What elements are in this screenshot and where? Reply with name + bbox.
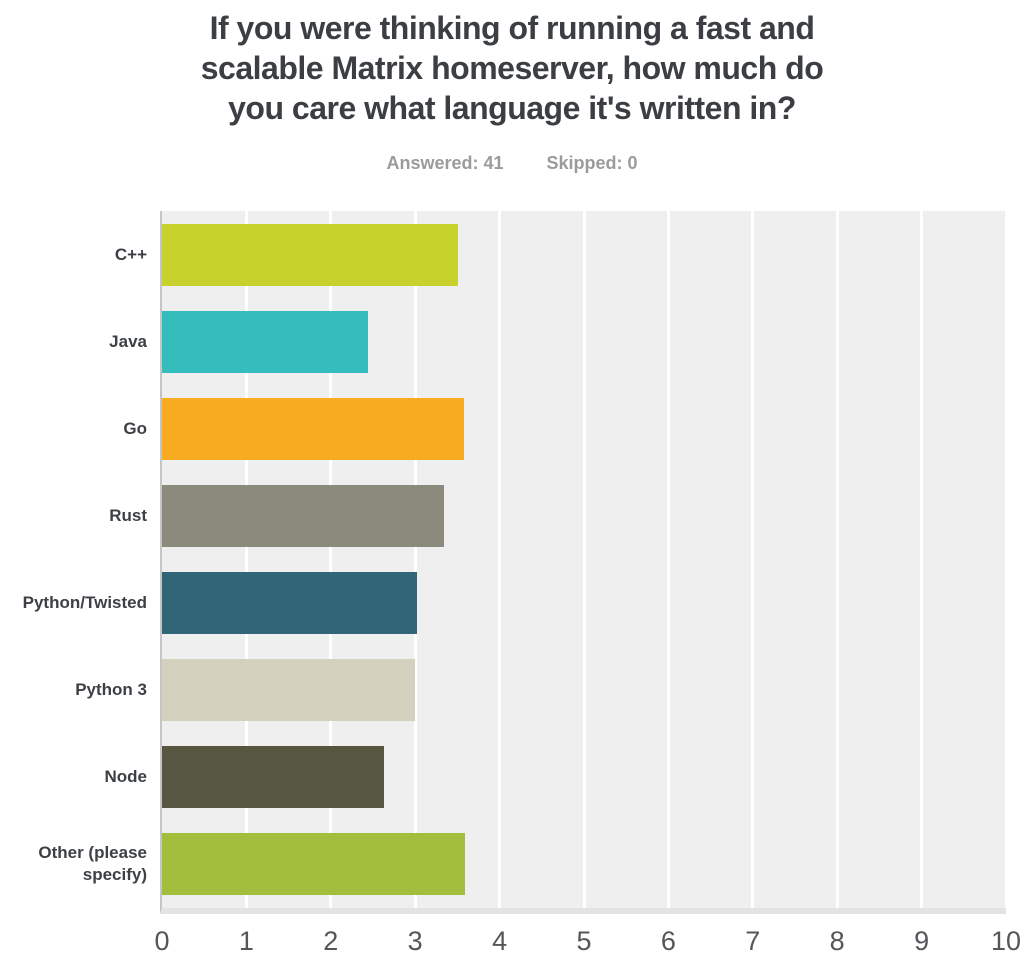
gridline-10 xyxy=(1004,211,1008,908)
x-tick-label: 4 xyxy=(492,926,508,956)
bar-track xyxy=(162,223,1006,286)
category-label: Python 3 xyxy=(75,680,147,700)
bar xyxy=(162,833,465,896)
bar xyxy=(162,310,368,373)
x-tick-label: 2 xyxy=(323,926,339,956)
bar-row: Rust xyxy=(0,472,1024,559)
x-tick-label: 10 xyxy=(990,926,1022,956)
category-label: Node xyxy=(104,767,148,787)
gridline-9 xyxy=(920,211,924,908)
chart-title-line-3: you care what language it's written in? xyxy=(228,90,796,126)
bar-track xyxy=(162,572,1006,635)
bar xyxy=(162,397,465,460)
answered-count: Answered: 41 xyxy=(386,153,504,173)
x-tick-label: 3 xyxy=(407,926,423,956)
bar-row: Java xyxy=(0,298,1024,385)
bar xyxy=(162,746,384,809)
bar-row: Go xyxy=(0,385,1024,472)
category-label: C++ xyxy=(114,244,147,264)
bar-track xyxy=(162,397,1006,460)
bar-track xyxy=(162,659,1006,722)
bar-row: C++ xyxy=(0,211,1024,298)
bar-track xyxy=(162,746,1006,809)
x-tick-label: 0 xyxy=(154,926,170,956)
bar xyxy=(162,484,444,547)
x-axis: 0 1 2 3 4 5 6 7 8 9 10 xyxy=(154,914,1021,964)
bar-track xyxy=(162,310,1006,373)
chart-title-line-1: If you were thinking of running a fast a… xyxy=(209,10,815,46)
category-label: Python/Twisted xyxy=(22,593,147,613)
bar-row: Other (please specify) xyxy=(0,821,1024,908)
x-tick-label: 9 xyxy=(914,926,930,956)
gridline-5 xyxy=(582,211,586,908)
bar xyxy=(162,223,459,286)
x-tick-label: 8 xyxy=(829,926,845,956)
gridline-2 xyxy=(329,211,333,908)
skipped-count: Skipped: 0 xyxy=(546,153,638,173)
bar-row: Python 3 xyxy=(0,647,1024,734)
category-label: Java xyxy=(109,331,147,351)
bar-chart: C++ Java Go Rust Python/Twisted Python 3 Node O… xyxy=(0,211,1024,964)
chart-title: If you were thinking of running a fast a… xyxy=(0,0,1024,128)
gridline-6 xyxy=(666,211,670,908)
bar-track xyxy=(162,833,1006,896)
x-tick-label: 5 xyxy=(576,926,592,956)
bar xyxy=(162,572,417,635)
bar-row: Node xyxy=(0,734,1024,821)
category-label: Rust xyxy=(109,505,147,525)
category-label: Go xyxy=(123,418,147,438)
x-tick-label: 6 xyxy=(660,926,676,956)
bar xyxy=(162,659,416,722)
gridline-3 xyxy=(413,211,417,908)
gridline-1 xyxy=(244,211,248,908)
gridline-7 xyxy=(751,211,755,908)
bar-row: Python/Twisted xyxy=(0,560,1024,647)
gridline-8 xyxy=(835,211,839,908)
chart-title-line-2: scalable Matrix homeserver, how much do xyxy=(200,50,824,86)
x-tick-label: 7 xyxy=(745,926,761,956)
chart-stats: Answered: 41 Skipped: 0 xyxy=(0,153,1024,174)
x-tick-label: 1 xyxy=(238,926,254,956)
category-label: Other (please specify) xyxy=(38,843,147,885)
gridline-4 xyxy=(498,211,502,908)
bar-track xyxy=(162,484,1006,547)
bar-rows: C++ Java Go Rust Python/Twisted Python 3 Node O… xyxy=(0,211,1024,908)
